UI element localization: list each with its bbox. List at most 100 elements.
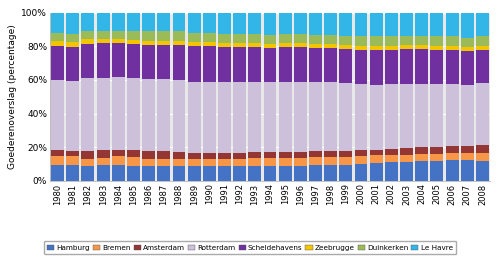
Bar: [324, 35, 337, 44]
Bar: [233, 13, 246, 34]
Bar: [264, 166, 276, 181]
Bar: [172, 13, 186, 31]
Bar: [248, 82, 262, 152]
Bar: [203, 153, 216, 159]
Bar: [370, 13, 382, 36]
Bar: [51, 150, 64, 156]
Bar: [309, 35, 322, 44]
Bar: [309, 44, 322, 48]
Bar: [158, 45, 170, 79]
Bar: [370, 150, 382, 155]
Bar: [172, 152, 186, 159]
Bar: [96, 165, 110, 181]
Bar: [476, 13, 489, 36]
Bar: [158, 151, 170, 159]
Bar: [233, 43, 246, 47]
Bar: [461, 160, 473, 181]
Bar: [278, 13, 291, 34]
Bar: [309, 151, 322, 157]
Bar: [324, 83, 337, 151]
Bar: [218, 47, 231, 83]
Bar: [461, 153, 473, 160]
Bar: [278, 47, 291, 82]
Bar: [188, 82, 200, 153]
Bar: [172, 41, 186, 45]
Bar: [461, 38, 473, 47]
Bar: [82, 166, 94, 181]
Bar: [370, 85, 382, 150]
Bar: [370, 36, 382, 46]
Bar: [430, 147, 444, 154]
Bar: [446, 13, 458, 36]
Bar: [324, 157, 337, 165]
Bar: [142, 79, 155, 151]
Bar: [476, 161, 489, 181]
Bar: [82, 30, 94, 39]
Bar: [461, 146, 473, 153]
Bar: [51, 80, 64, 150]
Bar: [51, 46, 64, 80]
Bar: [218, 83, 231, 153]
Bar: [142, 166, 155, 181]
Bar: [112, 13, 124, 30]
Bar: [218, 34, 231, 43]
Bar: [370, 155, 382, 163]
Bar: [203, 46, 216, 82]
Bar: [127, 157, 140, 166]
Bar: [385, 162, 398, 181]
Bar: [385, 46, 398, 50]
Bar: [370, 163, 382, 181]
Bar: [248, 158, 262, 166]
Bar: [233, 153, 246, 159]
Bar: [248, 166, 262, 181]
Bar: [51, 33, 64, 42]
Bar: [127, 150, 140, 157]
Bar: [96, 78, 110, 150]
Bar: [127, 44, 140, 78]
Bar: [416, 36, 428, 45]
Bar: [218, 159, 231, 166]
Bar: [248, 47, 262, 82]
Bar: [112, 43, 124, 77]
Bar: [264, 158, 276, 166]
Bar: [416, 147, 428, 154]
Bar: [66, 151, 79, 156]
Bar: [82, 44, 94, 78]
Bar: [233, 159, 246, 166]
Bar: [461, 13, 473, 38]
Bar: [142, 41, 155, 45]
Bar: [354, 156, 368, 164]
Bar: [96, 13, 110, 31]
Bar: [82, 151, 94, 159]
Bar: [203, 42, 216, 46]
Bar: [172, 45, 186, 80]
Bar: [188, 42, 200, 46]
Bar: [476, 146, 489, 153]
Bar: [294, 152, 307, 158]
Bar: [446, 160, 458, 181]
Bar: [203, 82, 216, 153]
Bar: [430, 161, 444, 181]
Bar: [324, 151, 337, 157]
Bar: [142, 31, 155, 41]
Bar: [294, 43, 307, 47]
Bar: [51, 13, 64, 33]
Bar: [446, 50, 458, 84]
Bar: [248, 13, 262, 34]
Bar: [82, 78, 94, 151]
Bar: [324, 44, 337, 48]
Bar: [66, 42, 79, 47]
Bar: [370, 46, 382, 50]
Bar: [309, 13, 322, 35]
Bar: [446, 46, 458, 50]
Bar: [354, 36, 368, 46]
Bar: [278, 158, 291, 166]
Bar: [82, 13, 94, 30]
Bar: [264, 83, 276, 152]
Bar: [400, 84, 413, 148]
Bar: [66, 34, 79, 42]
Bar: [188, 13, 200, 33]
Bar: [446, 84, 458, 146]
Bar: [446, 146, 458, 153]
Bar: [127, 31, 140, 40]
